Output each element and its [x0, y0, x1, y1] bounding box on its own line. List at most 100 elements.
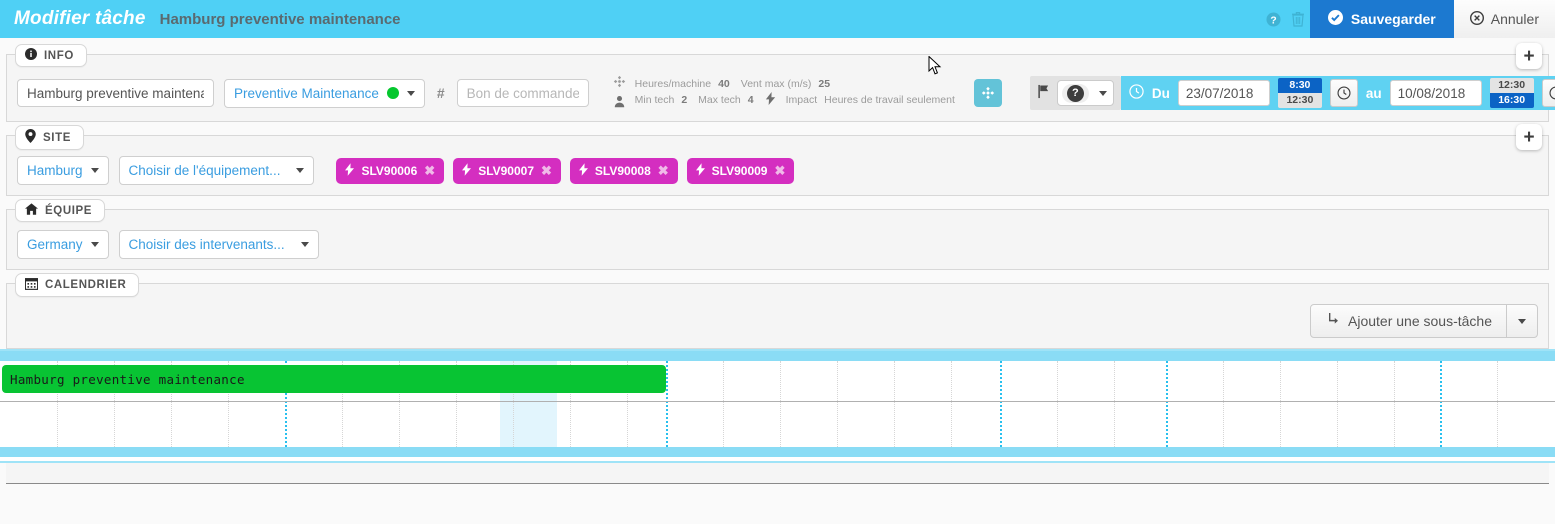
order-number-input[interactable] — [456, 79, 589, 107]
to-time-start[interactable]: 12:30 — [1489, 78, 1534, 93]
max-tech-value: 4 — [747, 94, 754, 106]
save-button-label: Sauvegarder — [1350, 11, 1436, 27]
gantt-day-line — [1057, 361, 1059, 447]
wind-max-value: 25 — [818, 77, 831, 90]
technician-icon — [613, 95, 626, 111]
calendar-toolbar: Ajouter une sous-tâche — [7, 284, 1548, 348]
equipment-tag[interactable]: SLV90007 ✖ — [453, 157, 561, 184]
to-date-input[interactable] — [1389, 80, 1482, 106]
equipment-tag-label: SLV90009 — [711, 163, 768, 178]
from-time-button[interactable] — [1329, 79, 1358, 107]
top-bar: Modifier tâche Hamburg preventive mainte… — [0, 0, 1555, 38]
site-select[interactable]: Hamburg — [17, 156, 109, 185]
remove-tag-icon[interactable]: ✖ — [774, 162, 786, 178]
chevron-down-icon — [296, 168, 305, 173]
site-add-button[interactable]: + — [1516, 124, 1542, 150]
info-meta-row-1: Heures/machine 40 Vent max (m/s) 25 — [635, 77, 955, 92]
save-button[interactable]: Sauvegarder — [1309, 0, 1454, 38]
caret-down-icon — [1518, 318, 1526, 324]
gantt-week-line — [1440, 361, 1443, 447]
gantt-day-line — [513, 361, 515, 447]
page-title: Modifier tâche — [14, 8, 146, 29]
priority-flag-group: ? — [1029, 76, 1121, 110]
home-icon — [25, 203, 38, 218]
add-subtask-button-inner[interactable]: Ajouter une sous-tâche — [1311, 305, 1506, 337]
from-time-start[interactable]: 8:30 — [1277, 78, 1322, 93]
priority-select[interactable]: ? — [1056, 80, 1114, 106]
team-panel-legend: ÉQUIPE — [15, 199, 106, 222]
order-hash-label: # — [436, 85, 445, 101]
remove-tag-icon[interactable]: ✖ — [657, 162, 669, 178]
bolt-icon — [462, 162, 472, 179]
calendar-panel-legend-label: CALENDRIER — [45, 279, 127, 291]
gantt-day-line — [627, 361, 629, 447]
info-meta-icons — [613, 75, 626, 111]
add-subtask-button[interactable]: Ajouter une sous-tâche — [1310, 304, 1538, 338]
equipment-select[interactable]: Choisir de l'équipement... — [118, 156, 315, 185]
add-subtask-dropdown[interactable] — [1506, 305, 1537, 337]
equipment-tag[interactable]: SLV90009 ✖ — [686, 157, 795, 184]
equipment-tag-label: SLV90006 — [361, 163, 418, 178]
equipment-tag-label: SLV90007 — [478, 163, 535, 178]
machine-hours-label: Heures/machine — [634, 77, 712, 90]
trash-icon[interactable] — [1286, 0, 1310, 38]
gantt-day-line — [723, 361, 725, 447]
team-country-label: Germany — [27, 237, 83, 252]
task-type-label: Preventive Maintenance — [234, 85, 379, 101]
remove-tag-icon[interactable]: ✖ — [541, 162, 552, 178]
cancel-button[interactable]: Annuler — [1453, 0, 1555, 38]
equipment-tag[interactable]: SLV90006 ✖ — [336, 157, 445, 184]
gantt-chart[interactable]: Hamburg preventive maintenance — [0, 349, 1555, 463]
chevron-down-icon — [90, 168, 99, 173]
gantt-bottom-band — [0, 447, 1555, 457]
from-time-picker[interactable]: 8:30 12:30 — [1277, 78, 1322, 108]
gantt-day-line — [456, 361, 458, 447]
site-panel-legend: SITE — [15, 125, 84, 150]
gantt-day-line — [114, 361, 116, 447]
impact-label: Impact — [785, 94, 818, 106]
site-select-label: Hamburg — [27, 163, 83, 178]
team-country-select[interactable]: Germany — [17, 230, 109, 259]
gantt-grid[interactable]: Hamburg preventive maintenance — [0, 361, 1555, 447]
from-date-input[interactable] — [1177, 80, 1270, 106]
min-tech-label: Min tech — [634, 94, 675, 106]
remove-tag-icon[interactable]: ✖ — [424, 162, 436, 178]
equipment-select-label: Choisir de l'équipement... — [128, 163, 281, 178]
task-type-select[interactable]: Preventive Maintenance — [224, 78, 425, 108]
site-panel: SITE + Hamburg Choisir de l'équipement..… — [6, 124, 1549, 196]
task-name-input[interactable] — [17, 79, 214, 107]
impact-value: Heures de travail seulement — [824, 94, 955, 106]
bolt-icon — [765, 91, 776, 110]
map-pin-icon — [25, 129, 36, 146]
team-panel: ÉQUIPE Germany Choisir des intervenants.… — [6, 199, 1549, 270]
machine-hours-value: 40 — [718, 77, 730, 90]
machine-hours-settings-button[interactable] — [973, 79, 1002, 107]
gantt-day-line — [1394, 361, 1396, 447]
gantt-day-line — [57, 361, 59, 447]
from-time-end[interactable]: 12:30 — [1277, 93, 1322, 108]
gantt-day-line — [228, 361, 230, 447]
date-range-strip: Du 8:30 12:30 au 12:30 16:30 — [1120, 76, 1555, 110]
bolt-icon — [345, 162, 355, 179]
bottom-strip — [6, 463, 1549, 484]
gantt-day-line — [1223, 361, 1225, 447]
gantt-task-bar[interactable]: Hamburg preventive maintenance — [2, 365, 666, 393]
priority-badge: ? — [1066, 84, 1084, 102]
help-circle-icon[interactable]: ? — [1262, 0, 1286, 38]
site-panel-body: Hamburg Choisir de l'équipement... SLV90… — [7, 136, 1548, 195]
to-time-picker[interactable]: 12:30 16:30 — [1489, 78, 1534, 108]
to-time-end[interactable]: 16:30 — [1489, 93, 1534, 108]
info-panel-legend: INFO — [15, 44, 87, 67]
gantt-week-line — [1000, 361, 1003, 447]
gantt-week-line — [285, 361, 288, 447]
info-add-button[interactable]: + — [1516, 43, 1542, 69]
gantt-day-line — [342, 361, 344, 447]
team-members-select[interactable]: Choisir des intervenants... — [118, 230, 319, 259]
gantt-day-line — [1280, 361, 1282, 447]
calendar-panel: CALENDRIER Ajouter une sous-tâche — [6, 273, 1549, 349]
gantt-week-line — [1166, 361, 1169, 447]
to-time-button[interactable] — [1541, 79, 1555, 107]
gantt-day-line — [1497, 361, 1499, 447]
equipment-tag[interactable]: SLV90008 ✖ — [569, 157, 678, 184]
from-label: Du — [1151, 85, 1170, 101]
